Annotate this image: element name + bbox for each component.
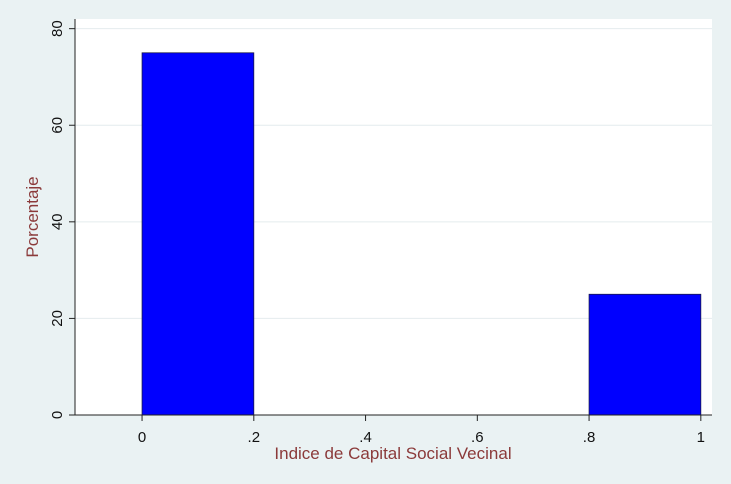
y-axis-title: Porcentaje — [23, 176, 42, 257]
x-axis-title: Indice de Capital Social Vecinal — [274, 444, 511, 463]
y-tick-label: 60 — [49, 117, 66, 134]
y-tick-label: 20 — [49, 310, 66, 327]
x-tick-label: .8 — [583, 429, 596, 446]
x-tick-label: .6 — [471, 429, 484, 446]
x-tick-label: 1 — [697, 429, 705, 446]
bar — [588, 293, 702, 416]
y-tick-label: 80 — [49, 20, 66, 37]
y-tick-label: 0 — [49, 411, 66, 419]
x-tick-label: 0 — [138, 429, 146, 446]
y-tick-label: 40 — [49, 213, 66, 230]
x-tick-label: .2 — [248, 429, 261, 446]
bar — [141, 52, 255, 416]
x-tick-label: .4 — [359, 429, 372, 446]
